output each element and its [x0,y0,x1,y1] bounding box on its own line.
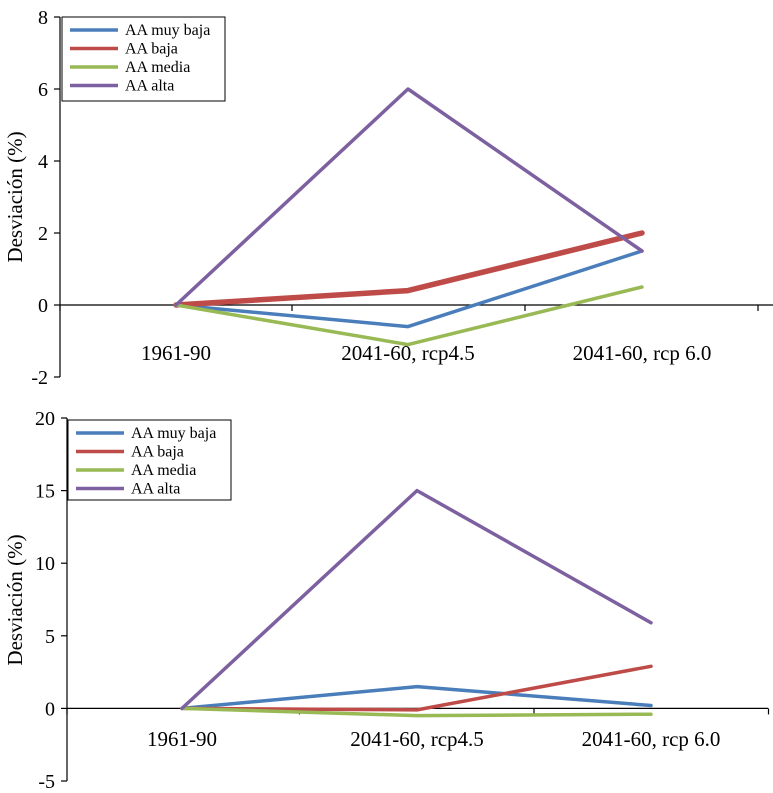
y-tick-label: -2 [31,367,48,389]
series-line-aa-muy-baja [174,249,644,329]
series-line-aa-media [180,706,653,718]
y-tick-label: 20 [35,408,55,430]
y-tick-label: 15 [35,481,55,503]
x-category-label: 2041-60, rcp 6.0 [582,727,721,751]
legend-label: AA media [131,462,196,479]
series-line-aa-media [174,285,644,347]
legend-label: AA alta [125,78,174,95]
chart-2: -5 0 5 10 15 20 1961-90 2041-60, rcp4.5 2041-60,… [3,408,770,793]
legend-label: AA muy baja [131,425,216,442]
y-tick-label: 4 [38,151,48,173]
series-line-aa-baja [173,230,645,308]
y-tick-label: -5 [38,771,55,793]
series-line-aa-muy-baja [180,684,653,711]
x-category-label: 1961-90 [147,727,217,751]
legend-label: AA baja [131,444,184,461]
series-line-aa-baja [180,664,653,712]
legend-label: AA muy baja [125,22,210,39]
y-tick-label: 8 [38,7,48,29]
y-tick-label: 2 [38,223,48,245]
x-category-label: 1961-90 [141,341,211,365]
x-category-label: 2041-60, rcp 6.0 [573,341,712,365]
y-tick-label: 5 [45,626,55,648]
series-line-aa-alta [180,488,653,711]
y-tick-label: 6 [38,79,48,101]
legend-label: AA alta [131,481,180,498]
y-tick-label: 0 [45,698,55,720]
y-axis-title: Desviación (%) [3,131,27,262]
x-category-label: 2041-60, rcp4.5 [350,727,484,751]
legend-label: AA baja [125,41,178,58]
y-tick-label: 10 [35,553,55,575]
y-tick-label: 0 [38,295,48,317]
y-axis-title: Desviación (%) [3,534,27,665]
series-line-aa-alta [174,87,644,307]
legend-label: AA media [125,59,190,76]
